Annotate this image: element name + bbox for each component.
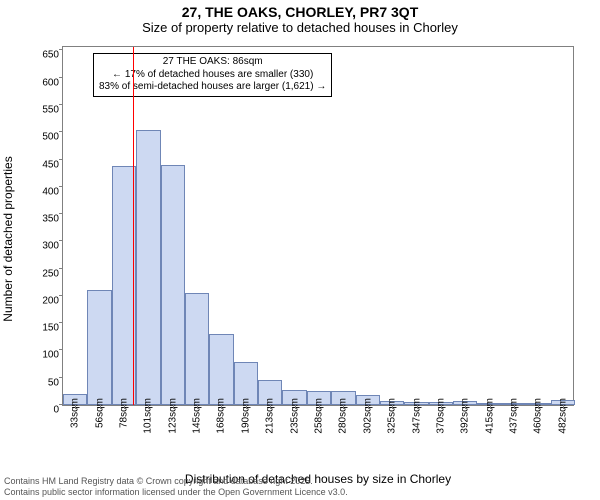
y-tick-label: 200 bbox=[29, 295, 59, 306]
chart-area: Number of detached properties 27 THE OAK… bbox=[62, 46, 574, 432]
y-tick-label: 250 bbox=[29, 268, 59, 279]
histogram-bar bbox=[185, 293, 209, 405]
y-tick-label: 500 bbox=[29, 132, 59, 143]
y-tick-label: 400 bbox=[29, 186, 59, 197]
y-tick-label: 550 bbox=[29, 105, 59, 116]
y-tick-label: 350 bbox=[29, 214, 59, 225]
chart-title: 27, THE OAKS, CHORLEY, PR7 3QT bbox=[0, 4, 600, 20]
y-tick-label: 150 bbox=[29, 323, 59, 334]
histogram-bar bbox=[87, 290, 111, 405]
y-tick-label: 300 bbox=[29, 241, 59, 252]
footer-line-1: Contains HM Land Registry data © Crown c… bbox=[4, 476, 348, 487]
footer-line-2: Contains public sector information licen… bbox=[4, 487, 348, 498]
y-tick-label: 650 bbox=[29, 50, 59, 61]
histogram-bar bbox=[136, 130, 160, 405]
y-tick-label: 450 bbox=[29, 159, 59, 170]
y-tick-label: 600 bbox=[29, 77, 59, 88]
y-axis-label: Number of detached properties bbox=[1, 156, 15, 321]
annotation-box: 27 THE OAKS: 86sqm← 17% of detached hous… bbox=[93, 53, 332, 97]
chart-subtitle: Size of property relative to detached ho… bbox=[0, 20, 600, 35]
x-axis-ticks bbox=[62, 406, 574, 432]
plot-region: 27 THE OAKS: 86sqm← 17% of detached hous… bbox=[62, 46, 574, 406]
histogram-bar bbox=[161, 165, 185, 405]
y-tick-label: 50 bbox=[29, 377, 59, 388]
footer-attribution: Contains HM Land Registry data © Crown c… bbox=[4, 476, 348, 498]
marker-line bbox=[133, 47, 134, 405]
histogram-bar bbox=[209, 334, 233, 405]
y-tick-label: 0 bbox=[29, 405, 59, 416]
y-tick-label: 100 bbox=[29, 350, 59, 361]
